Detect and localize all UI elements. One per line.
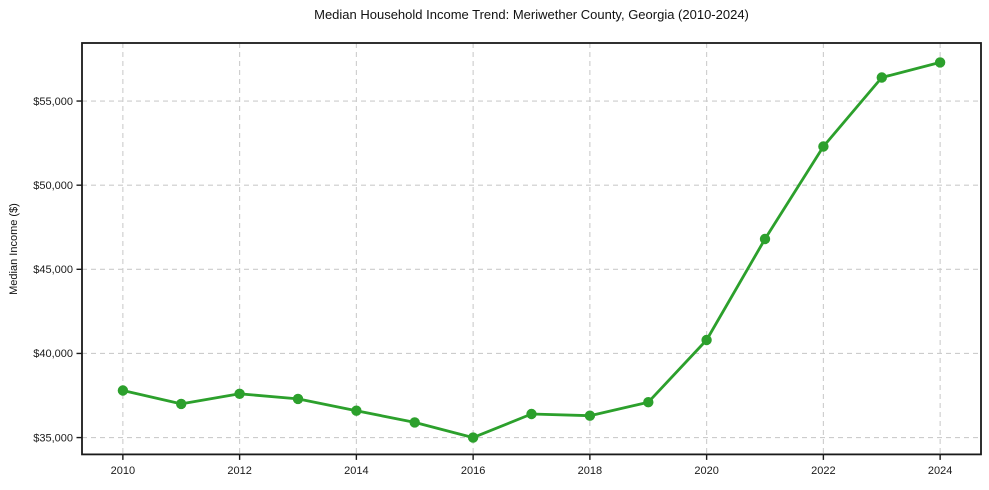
chart-title: Median Household Income Trend: Meriwethe… [314, 7, 749, 22]
x-tick-label: 2014 [344, 465, 368, 477]
data-point-2012 [234, 388, 245, 399]
data-point-2022 [818, 141, 829, 152]
data-point-2016 [467, 432, 479, 443]
y-tick-label: $45,000 [33, 264, 73, 276]
plot-border [81, 42, 982, 456]
data-point-2010 [117, 385, 129, 396]
data-point-2011 [176, 398, 187, 410]
data-point-2024 [934, 57, 946, 68]
y-tick-label: $50,000 [33, 180, 73, 192]
y-tick-label: $40,000 [33, 348, 73, 360]
x-tick-label: 2010 [111, 465, 135, 477]
data-point-2021 [759, 233, 771, 245]
trend-line [121, 61, 942, 440]
data-point-2017 [526, 408, 537, 420]
x-tick-label: 2012 [227, 465, 251, 477]
x-tick-label: 2016 [461, 465, 485, 477]
x-tick-label: 2018 [578, 465, 602, 477]
data-point-2015 [409, 417, 420, 428]
data-point-2013 [292, 393, 304, 405]
data-point-2014 [351, 405, 362, 416]
data-point-2020 [701, 334, 712, 346]
data-point-2019 [643, 397, 654, 408]
x-tick-label: 2020 [694, 465, 718, 477]
data-point-2018 [584, 410, 596, 421]
y-tick-label: $55,000 [33, 96, 73, 108]
x-tick-label: 2022 [811, 465, 835, 477]
data-point-2023 [876, 72, 887, 83]
x-tick-label: 2024 [928, 465, 952, 477]
y-tick-label: $35,000 [33, 432, 73, 444]
